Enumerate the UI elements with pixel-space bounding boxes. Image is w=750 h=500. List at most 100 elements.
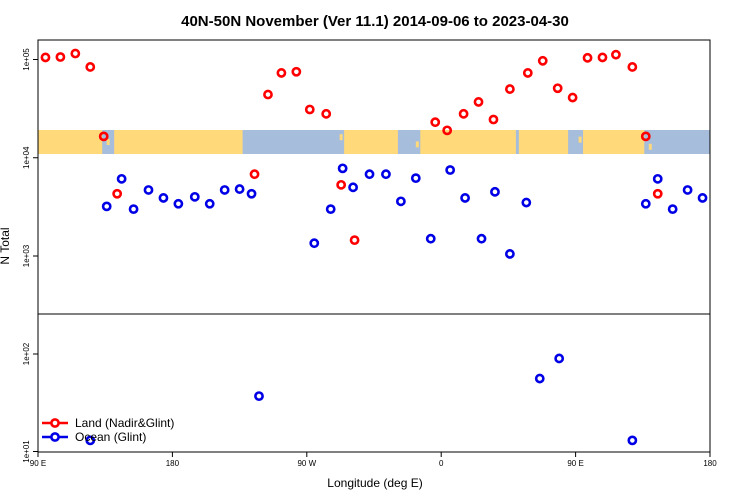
point-s0-3 — [85, 62, 96, 72]
x-axis: 90 E 180 90 W 0 90 E 180 — [30, 452, 717, 468]
map-land-5 — [583, 130, 645, 154]
point-s1-28 — [534, 373, 545, 384]
legend-marker-0 — [50, 418, 60, 428]
map-land-1 — [114, 130, 243, 154]
point-s1-31 — [640, 198, 651, 209]
y-tick-label-0: 1e+01 — [22, 440, 31, 463]
point-s1-16 — [348, 182, 358, 193]
map-band — [38, 130, 710, 154]
point-s1-33 — [667, 204, 678, 215]
point-s1-24 — [476, 233, 487, 244]
map-land-speck-3 — [578, 136, 582, 143]
point-s0-23 — [567, 92, 578, 103]
x-tick-label-0: 90 E — [30, 459, 46, 468]
point-s0-9 — [291, 66, 302, 77]
point-s1-35 — [697, 193, 708, 203]
point-s0-4 — [98, 131, 109, 142]
y-tick-label-1: 1e+02 — [22, 342, 31, 365]
point-s0-0 — [40, 52, 51, 63]
point-s0-15 — [442, 125, 453, 136]
point-s0-24 — [582, 52, 593, 63]
point-s0-5 — [112, 188, 123, 199]
point-s1-27 — [521, 197, 532, 208]
plot-frame — [37, 39, 711, 453]
x-tick-label-3: 0 — [439, 459, 444, 468]
point-s1-23 — [460, 193, 470, 203]
x-tick-label-2: 90 W — [297, 459, 316, 468]
point-s1-21 — [425, 233, 436, 244]
chart-title: 40N-50N November (Ver 11.1) 2014-09-06 t… — [181, 13, 569, 30]
point-s1-10 — [234, 184, 245, 194]
point-s0-20 — [522, 68, 533, 78]
map-land-speck-4 — [648, 143, 652, 150]
point-s1-14 — [325, 204, 336, 215]
point-s1-11 — [246, 188, 257, 199]
map-land-2 — [344, 130, 398, 154]
point-s1-26 — [504, 249, 515, 259]
point-s1-20 — [410, 173, 421, 184]
legend-marker-1 — [50, 432, 60, 442]
point-s1-15 — [337, 163, 348, 174]
point-s1-22 — [445, 165, 456, 175]
point-s1-17 — [364, 169, 375, 180]
legend-label-1: Ocean (Glint) — [75, 430, 146, 444]
point-s1-1 — [101, 201, 112, 212]
point-s0-25 — [597, 52, 608, 63]
map-land-speck-0 — [106, 139, 110, 145]
point-s0-16 — [458, 108, 469, 119]
point-s1-19 — [395, 196, 406, 207]
series-0 — [40, 48, 663, 246]
map-land-0 — [38, 130, 103, 154]
point-s0-13 — [349, 235, 360, 246]
point-s0-17 — [473, 97, 484, 107]
x-tick-label-4: 90 E — [567, 459, 583, 468]
point-s0-19 — [504, 84, 515, 94]
point-s0-2 — [70, 48, 81, 59]
point-s0-1 — [55, 52, 66, 62]
point-s1-5 — [158, 193, 169, 203]
point-s1-6 — [173, 198, 184, 209]
point-s1-29 — [554, 353, 565, 364]
point-s0-10 — [304, 104, 315, 115]
point-s1-32 — [652, 173, 663, 184]
map-land-4 — [518, 130, 569, 154]
point-s0-27 — [627, 62, 638, 72]
y-tick-label-4: 1e+05 — [22, 48, 31, 71]
point-s0-18 — [488, 114, 499, 125]
point-s0-7 — [263, 89, 273, 100]
point-s0-26 — [611, 49, 621, 60]
x-axis-label: Longitude (deg E) — [327, 476, 422, 490]
point-s1-0 — [85, 435, 96, 446]
point-s0-21 — [537, 55, 548, 66]
map-land-speck-1 — [339, 134, 343, 141]
point-s1-2 — [116, 173, 127, 184]
plot-area — [40, 48, 708, 446]
point-s0-12 — [336, 179, 347, 190]
point-s1-8 — [204, 198, 215, 209]
point-s1-3 — [128, 204, 139, 215]
y-tick-label-3: 1e+04 — [22, 146, 31, 169]
y-axis: 1e+01 1e+02 1e+03 1e+04 1e+05 — [22, 48, 38, 463]
point-s0-28 — [640, 131, 651, 142]
map-land-speck-2 — [415, 141, 419, 148]
legend-label-0: Land (Nadir&Glint) — [75, 416, 174, 430]
point-s1-18 — [381, 169, 391, 180]
point-s0-11 — [321, 108, 332, 119]
point-s0-29 — [652, 188, 663, 199]
point-s0-14 — [430, 117, 441, 128]
point-s1-9 — [219, 185, 230, 195]
point-s0-6 — [249, 169, 260, 180]
series-1 — [85, 163, 708, 446]
point-s1-30 — [627, 435, 638, 446]
point-s0-8 — [276, 68, 287, 78]
point-s1-25 — [490, 186, 500, 197]
point-s1-7 — [189, 191, 200, 202]
point-s1-4 — [143, 185, 154, 195]
map-land-3 — [420, 130, 516, 154]
point-s1-34 — [682, 185, 693, 195]
legend: Land (Nadir&Glint)Ocean (Glint) — [42, 416, 174, 444]
y-tick-label-2: 1e+03 — [22, 244, 31, 267]
x-tick-label-5: 180 — [703, 459, 717, 468]
point-s1-13 — [309, 238, 320, 249]
